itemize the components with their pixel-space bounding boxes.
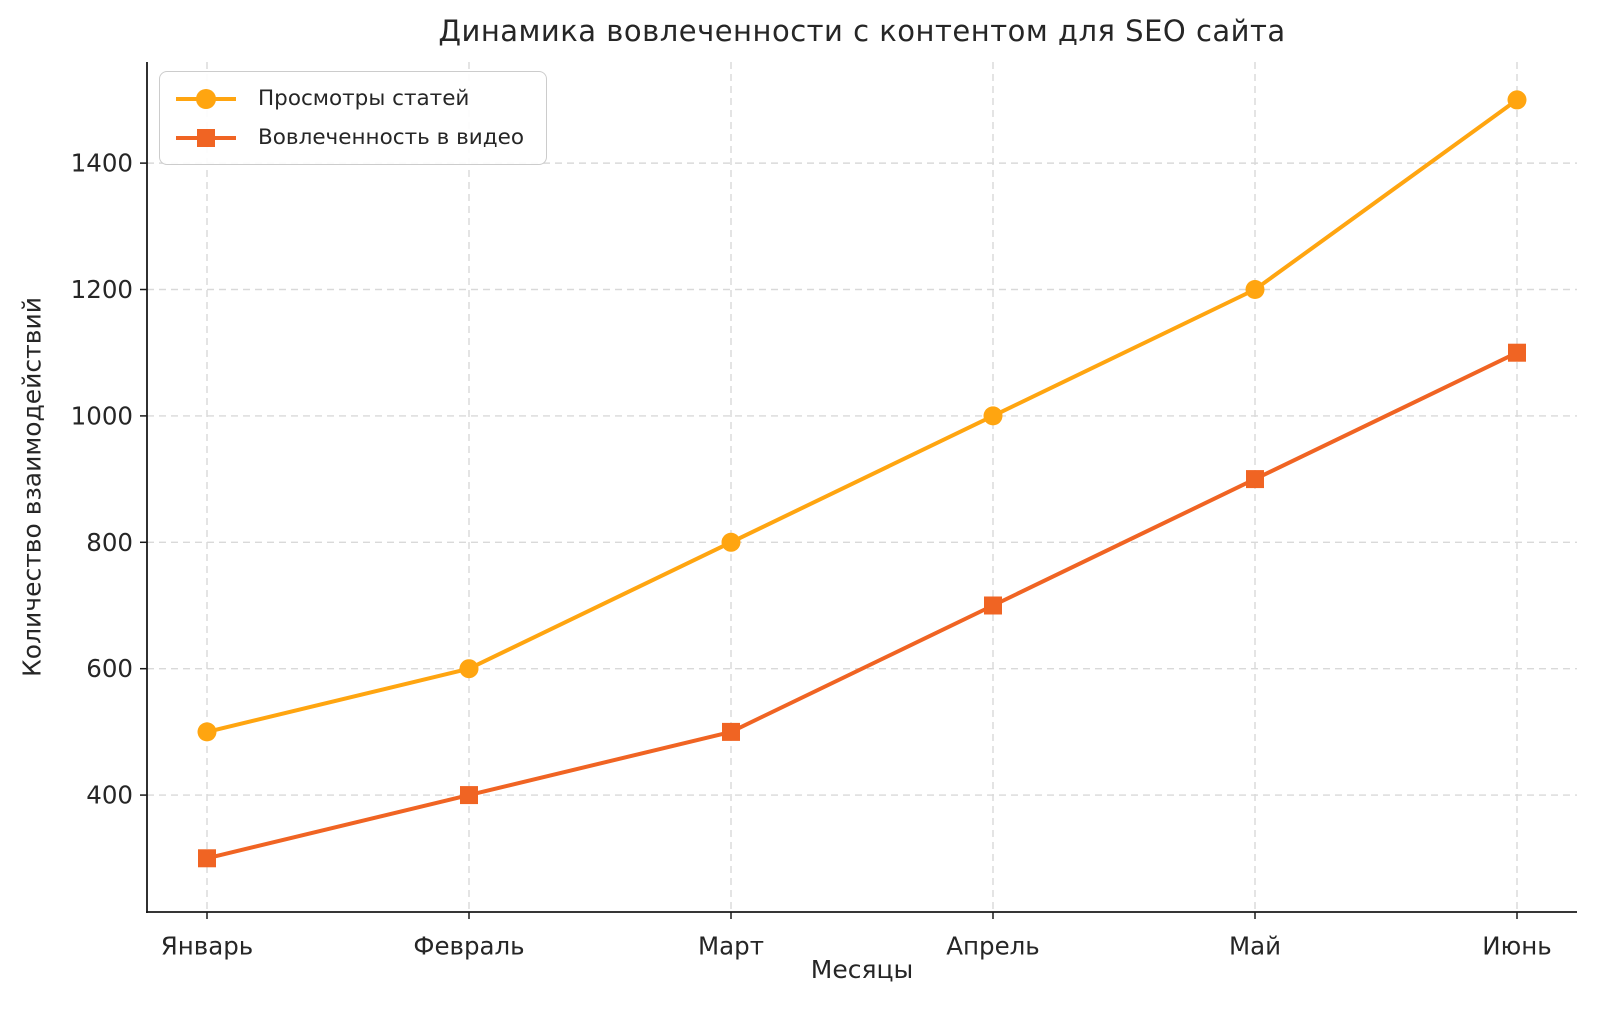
- x-tick-label: Май: [1229, 931, 1281, 960]
- legend: Просмотры статей Вовлеченность в видео: [159, 71, 547, 165]
- legend-sample-video-icon: [176, 128, 236, 147]
- series-line-1: [205, 350, 1519, 861]
- data-point-square: [984, 596, 1002, 615]
- data-point-circle: [983, 406, 1003, 426]
- chart-title: Динамика вовлеченности с контентом для S…: [438, 14, 1286, 48]
- x-tick-label: Февраль: [413, 931, 524, 960]
- y-tick-label: 1000: [71, 401, 133, 430]
- legend-label-articles: Просмотры статей: [258, 86, 470, 111]
- y-tick-label: 1400: [71, 149, 133, 178]
- legend-label-video: Вовлеченность в видео: [258, 125, 524, 150]
- data-point-circle: [1245, 280, 1265, 300]
- x-axis-label: Месяцы: [810, 955, 914, 984]
- x-tick-label: Июнь: [1482, 931, 1551, 960]
- y-tick-label: 1200: [71, 275, 133, 304]
- y-tick-label: 800: [86, 528, 133, 557]
- legend-sample-articles-icon: [176, 88, 236, 109]
- y-tick-label: 400: [86, 781, 133, 810]
- y-axis-label: Количество взаимодействий: [17, 297, 47, 677]
- y-tick-label: 600: [86, 654, 133, 683]
- legend-sample-marker: [196, 88, 216, 109]
- data-point-square: [1246, 470, 1264, 489]
- data-point-circle: [197, 722, 217, 742]
- data-point-square: [198, 849, 216, 868]
- legend-item-articles: Просмотры статей: [174, 82, 524, 115]
- x-tick-label: Март: [698, 931, 764, 960]
- data-point-square: [460, 786, 478, 805]
- legend-sample-marker: [197, 128, 215, 147]
- x-tick-label: Январь: [161, 931, 254, 960]
- x-tick-label: Апрель: [946, 931, 1040, 960]
- data-point-square: [722, 722, 740, 741]
- data-point-square: [1508, 343, 1526, 362]
- series-line-0: [205, 97, 1519, 734]
- data-point-circle: [1507, 90, 1527, 110]
- data-point-circle: [459, 659, 479, 679]
- data-point-circle: [721, 532, 741, 552]
- legend-item-video: Вовлеченность в видео: [174, 121, 524, 154]
